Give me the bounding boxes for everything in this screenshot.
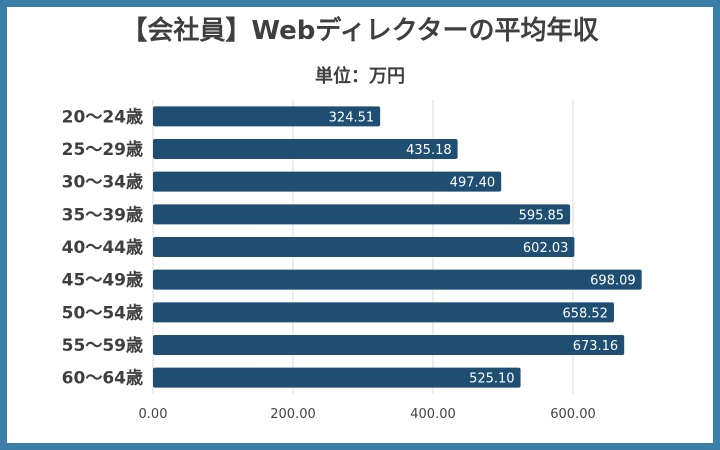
data-label: 595.85 <box>519 208 565 223</box>
x-tick-label: 0.00 <box>139 407 168 422</box>
value-labels: 324.51 435.18 497.40 595.85 602.03 698.09 658.… <box>329 110 636 386</box>
x-tick-label: 200.00 <box>270 407 316 422</box>
bar <box>153 204 571 225</box>
x-tick-label: 600.00 <box>550 407 596 422</box>
bar <box>153 139 458 159</box>
category-label: 45〜49歳 <box>62 270 143 291</box>
data-label: 497.40 <box>450 176 496 191</box>
x-tick-labels: 0.00 200.00 400.00 600.00 <box>139 407 596 422</box>
category-label: 40〜44歳 <box>62 237 143 258</box>
bar <box>153 106 381 127</box>
bars <box>153 106 642 388</box>
bar <box>153 237 575 257</box>
data-label: 673.16 <box>573 339 619 354</box>
category-label: 50〜54歳 <box>62 302 143 323</box>
bar <box>153 302 614 323</box>
chart-subtitle: 単位：万円 <box>315 66 405 87</box>
data-label: 698.09 <box>590 274 636 289</box>
category-label: 55〜59歳 <box>62 335 143 356</box>
bar <box>153 335 625 355</box>
category-label: 20〜24歳 <box>62 106 143 127</box>
chart-title: 【会社員】Webディレクターの平均年収 <box>121 16 599 46</box>
bar <box>153 269 642 290</box>
category-labels: 20〜24歳 25〜29歳 30〜34歳 35〜39歳 40〜44歳 45〜49歳 50〜5… <box>62 106 143 388</box>
category-label: 35〜39歳 <box>62 204 143 225</box>
data-label: 602.03 <box>523 241 569 256</box>
category-label: 60〜64歳 <box>62 368 143 389</box>
x-tick-label: 400.00 <box>410 407 456 422</box>
bar <box>153 367 521 388</box>
data-label: 525.10 <box>469 372 515 387</box>
category-label: 30〜34歳 <box>62 172 143 193</box>
bar <box>153 171 502 192</box>
category-label: 25〜29歳 <box>62 139 143 160</box>
data-label: 324.51 <box>329 110 375 125</box>
data-label: 658.52 <box>562 306 608 321</box>
data-label: 435.18 <box>406 143 452 158</box>
